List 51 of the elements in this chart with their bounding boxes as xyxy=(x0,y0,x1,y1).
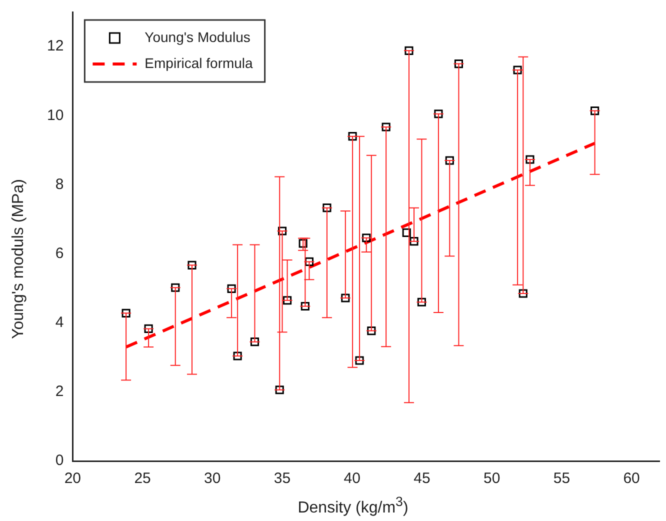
point xyxy=(188,260,196,270)
point xyxy=(417,298,426,306)
point xyxy=(341,294,350,302)
x-tick-label: 25 xyxy=(134,470,151,488)
y-tick-label: 4 xyxy=(55,314,64,331)
legend-label: Empirical formula xyxy=(144,54,254,71)
point xyxy=(518,289,528,298)
x-tick-label: 60 xyxy=(623,470,640,488)
legend-label: Young's Modulus xyxy=(144,28,250,45)
point xyxy=(362,234,371,242)
x-tick-label: 55 xyxy=(553,470,570,488)
point xyxy=(278,226,287,236)
y-tick-label: 8 xyxy=(55,176,64,193)
point xyxy=(410,237,418,246)
point xyxy=(404,46,414,55)
point xyxy=(144,324,153,334)
y-tick-label: 12 xyxy=(46,38,64,55)
point xyxy=(298,239,308,248)
point xyxy=(402,228,411,237)
point xyxy=(513,66,522,74)
point xyxy=(227,284,236,293)
point xyxy=(304,257,314,266)
y-axis-title: Young's moduls (MPa) xyxy=(10,178,28,341)
x-tick-label: 45 xyxy=(414,470,430,488)
point xyxy=(367,326,376,336)
y-tick-label: 0 xyxy=(55,452,64,470)
x-tick-label: 30 xyxy=(204,470,221,488)
x-axis-title: Density (kg/m$^{3}$) xyxy=(296,494,410,518)
point xyxy=(348,132,357,141)
point xyxy=(275,386,284,394)
y-tick-label: 2 xyxy=(55,383,64,400)
point xyxy=(526,155,534,164)
x-tick-label: 50 xyxy=(483,470,500,488)
point xyxy=(454,60,464,68)
point xyxy=(122,308,130,318)
y-tick-label: 6 xyxy=(55,244,64,262)
point xyxy=(171,283,180,292)
y-tick-label: 10 xyxy=(46,106,64,124)
point xyxy=(382,122,390,132)
x-tick-label: 35 xyxy=(274,470,291,488)
point xyxy=(283,296,292,305)
point xyxy=(355,356,364,365)
point xyxy=(300,302,310,311)
point xyxy=(233,352,242,360)
point xyxy=(250,338,260,346)
point xyxy=(322,204,332,212)
point xyxy=(434,110,443,118)
x-tick-label: 40 xyxy=(344,470,360,488)
point xyxy=(590,106,600,116)
x-tick-label: 20 xyxy=(64,470,82,488)
point xyxy=(445,156,454,165)
